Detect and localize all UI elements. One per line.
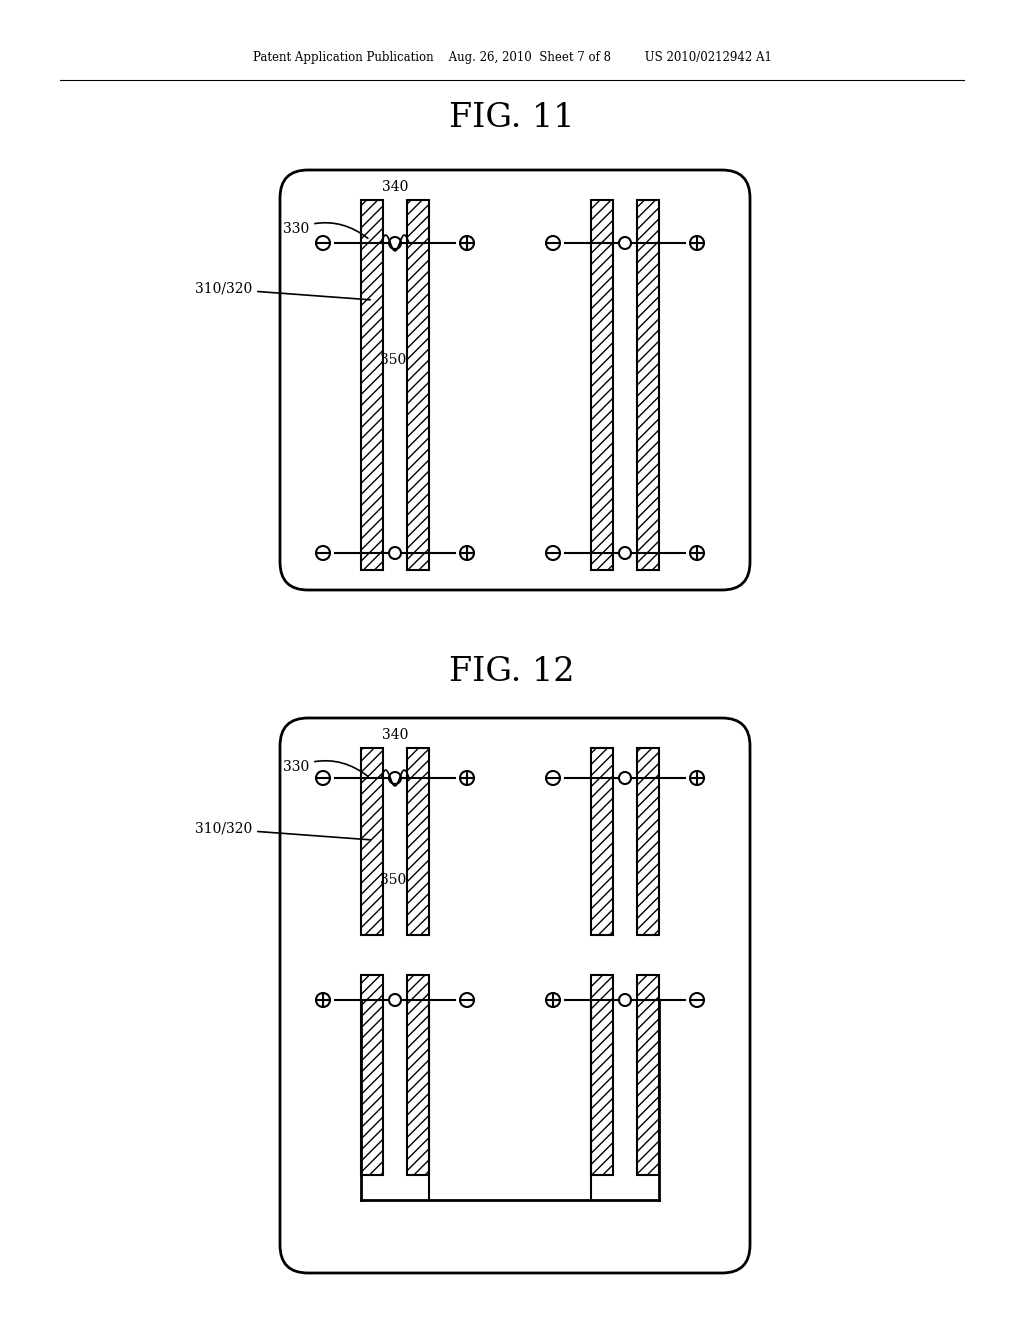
- Text: 340: 340: [382, 729, 409, 742]
- Text: FIG. 11: FIG. 11: [450, 102, 574, 135]
- Bar: [361, 201, 383, 570]
- Circle shape: [618, 546, 631, 558]
- Text: 350: 350: [380, 873, 407, 887]
- Text: Patent Application Publication    Aug. 26, 2010  Sheet 7 of 8         US 2010/02: Patent Application Publication Aug. 26, …: [253, 51, 771, 65]
- Circle shape: [389, 772, 401, 784]
- Circle shape: [546, 546, 560, 560]
- Circle shape: [460, 546, 474, 560]
- Text: 330: 330: [283, 760, 368, 776]
- Circle shape: [690, 771, 705, 785]
- Circle shape: [460, 236, 474, 249]
- Bar: [637, 201, 659, 570]
- Circle shape: [316, 546, 330, 560]
- Text: 330: 330: [283, 222, 368, 239]
- Circle shape: [690, 546, 705, 560]
- Circle shape: [690, 236, 705, 249]
- Bar: [361, 975, 383, 1175]
- Bar: [637, 748, 659, 935]
- Text: 340: 340: [382, 180, 409, 194]
- Circle shape: [546, 236, 560, 249]
- Text: 310/320: 310/320: [195, 822, 371, 840]
- Circle shape: [546, 771, 560, 785]
- Bar: [407, 975, 429, 1175]
- Circle shape: [316, 236, 330, 249]
- Text: FIG. 12: FIG. 12: [450, 656, 574, 688]
- Text: 310/320: 310/320: [195, 282, 371, 300]
- Bar: [591, 975, 613, 1175]
- Circle shape: [389, 994, 401, 1006]
- Circle shape: [618, 772, 631, 784]
- Text: 350: 350: [380, 352, 407, 367]
- Bar: [361, 748, 383, 935]
- Circle shape: [546, 993, 560, 1007]
- Circle shape: [618, 994, 631, 1006]
- Bar: [591, 748, 613, 935]
- Bar: [407, 201, 429, 570]
- Bar: [591, 201, 613, 570]
- Circle shape: [389, 238, 401, 249]
- Circle shape: [460, 993, 474, 1007]
- Circle shape: [460, 771, 474, 785]
- Circle shape: [316, 771, 330, 785]
- Circle shape: [316, 993, 330, 1007]
- FancyBboxPatch shape: [280, 718, 750, 1272]
- FancyBboxPatch shape: [280, 170, 750, 590]
- Circle shape: [690, 993, 705, 1007]
- Circle shape: [389, 546, 401, 558]
- Bar: [637, 975, 659, 1175]
- Circle shape: [618, 238, 631, 249]
- Bar: [407, 748, 429, 935]
